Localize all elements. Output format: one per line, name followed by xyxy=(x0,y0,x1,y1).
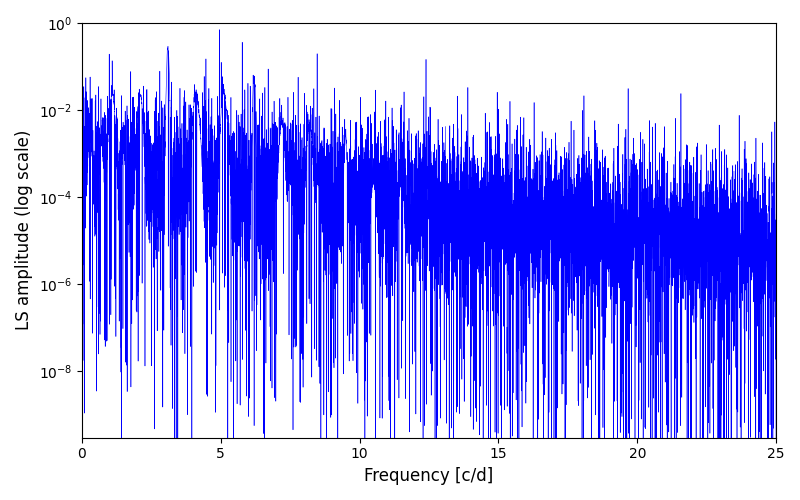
X-axis label: Frequency [c/d]: Frequency [c/d] xyxy=(364,467,494,485)
Y-axis label: LS amplitude (log scale): LS amplitude (log scale) xyxy=(15,130,33,330)
